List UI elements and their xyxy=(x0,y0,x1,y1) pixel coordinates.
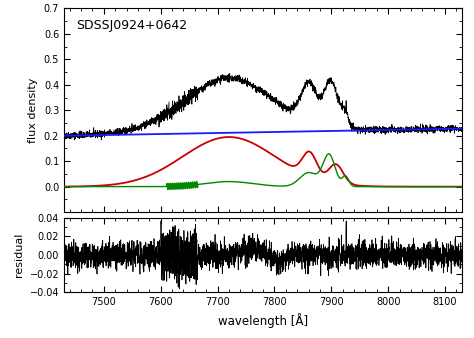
X-axis label: wavelength [Å]: wavelength [Å] xyxy=(218,313,308,328)
Text: SDSSJ0924+0642: SDSSJ0924+0642 xyxy=(76,19,187,32)
Y-axis label: residual: residual xyxy=(14,233,24,277)
Y-axis label: flux density: flux density xyxy=(28,78,38,143)
